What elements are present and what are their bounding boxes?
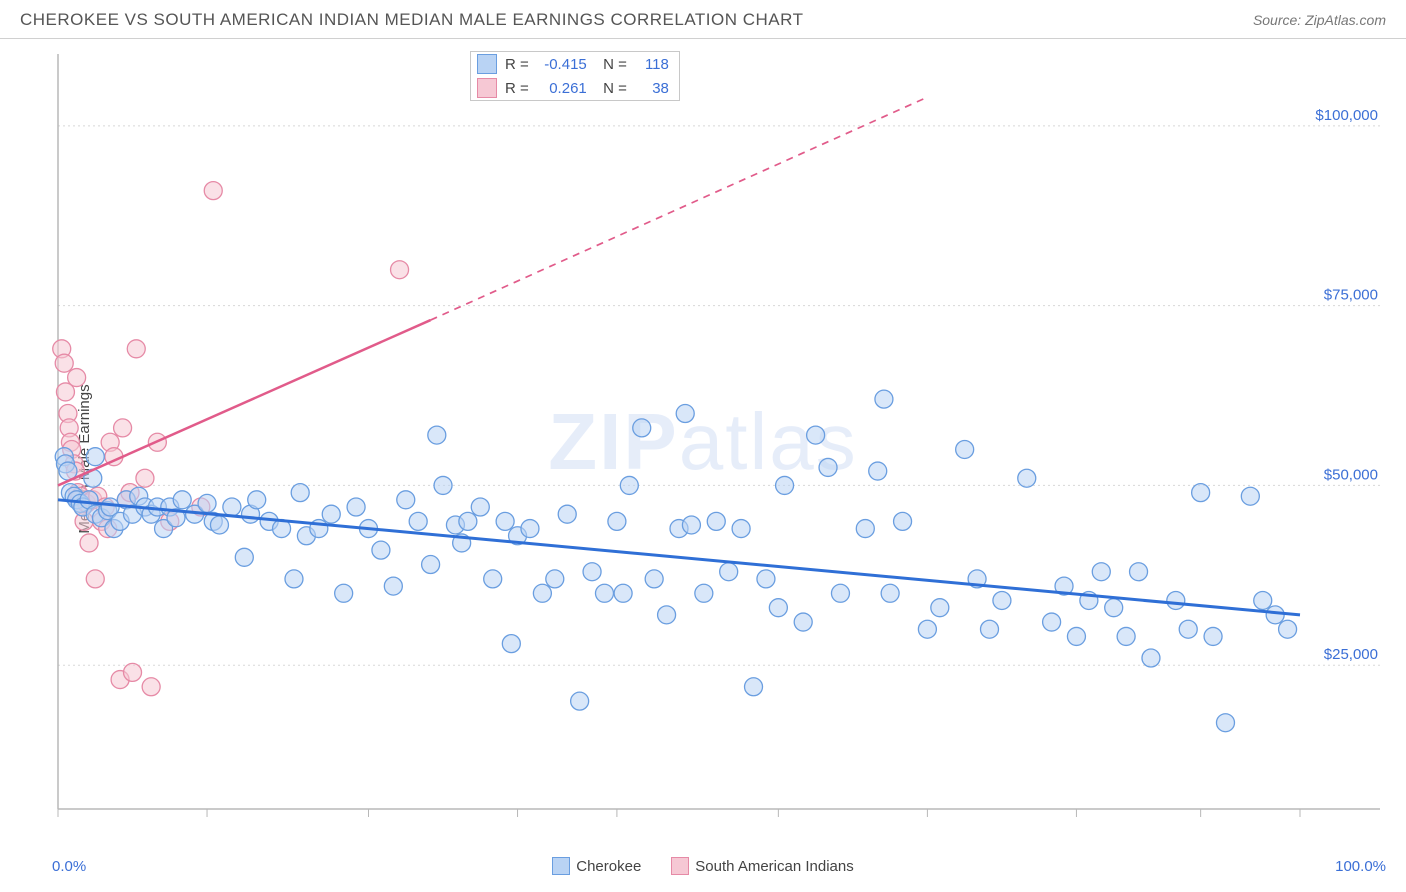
- x-axis-min-label: 0.0%: [52, 858, 86, 875]
- r-value-south-american: 0.261: [537, 80, 587, 97]
- legend-swatch-south-american: [477, 78, 497, 98]
- chart-source: Source: ZipAtlas.com: [1253, 12, 1386, 28]
- legend-swatch-cherokee: [477, 54, 497, 74]
- legend-swatch-south-american-footer: [671, 857, 689, 875]
- footer-legend-cherokee: Cherokee: [552, 857, 641, 875]
- chart-container: Median Male Earnings ZIPatlas $25,000$50…: [0, 39, 1406, 879]
- correlation-legend-row-south-american: R = 0.261 N = 38: [471, 76, 679, 100]
- chart-footer: 0.0% Cherokee South American Indians 100…: [0, 857, 1406, 875]
- scatter-plot: $25,000 $50,000 $75,000 $100,000: [50, 49, 1390, 839]
- svg-text:$75,000: $75,000: [1324, 287, 1378, 304]
- svg-text:$100,000: $100,000: [1315, 107, 1378, 124]
- r-value-cherokee: -0.415: [537, 56, 587, 73]
- x-axis-max-label: 100.0%: [1335, 858, 1386, 875]
- correlation-legend: R = -0.415 N = 118 R = 0.261 N = 38: [470, 51, 680, 101]
- chart-title: CHEROKEE VS SOUTH AMERICAN INDIAN MEDIAN…: [20, 10, 804, 30]
- n-value-south-american: 38: [635, 80, 669, 97]
- svg-text:$25,000: $25,000: [1324, 646, 1378, 663]
- correlation-legend-row-cherokee: R = -0.415 N = 118: [471, 52, 679, 76]
- footer-legend-south-american: South American Indians: [671, 857, 853, 875]
- n-value-cherokee: 118: [635, 56, 669, 73]
- svg-text:$50,000: $50,000: [1324, 466, 1378, 483]
- chart-header: CHEROKEE VS SOUTH AMERICAN INDIAN MEDIAN…: [0, 0, 1406, 39]
- legend-swatch-cherokee-footer: [552, 857, 570, 875]
